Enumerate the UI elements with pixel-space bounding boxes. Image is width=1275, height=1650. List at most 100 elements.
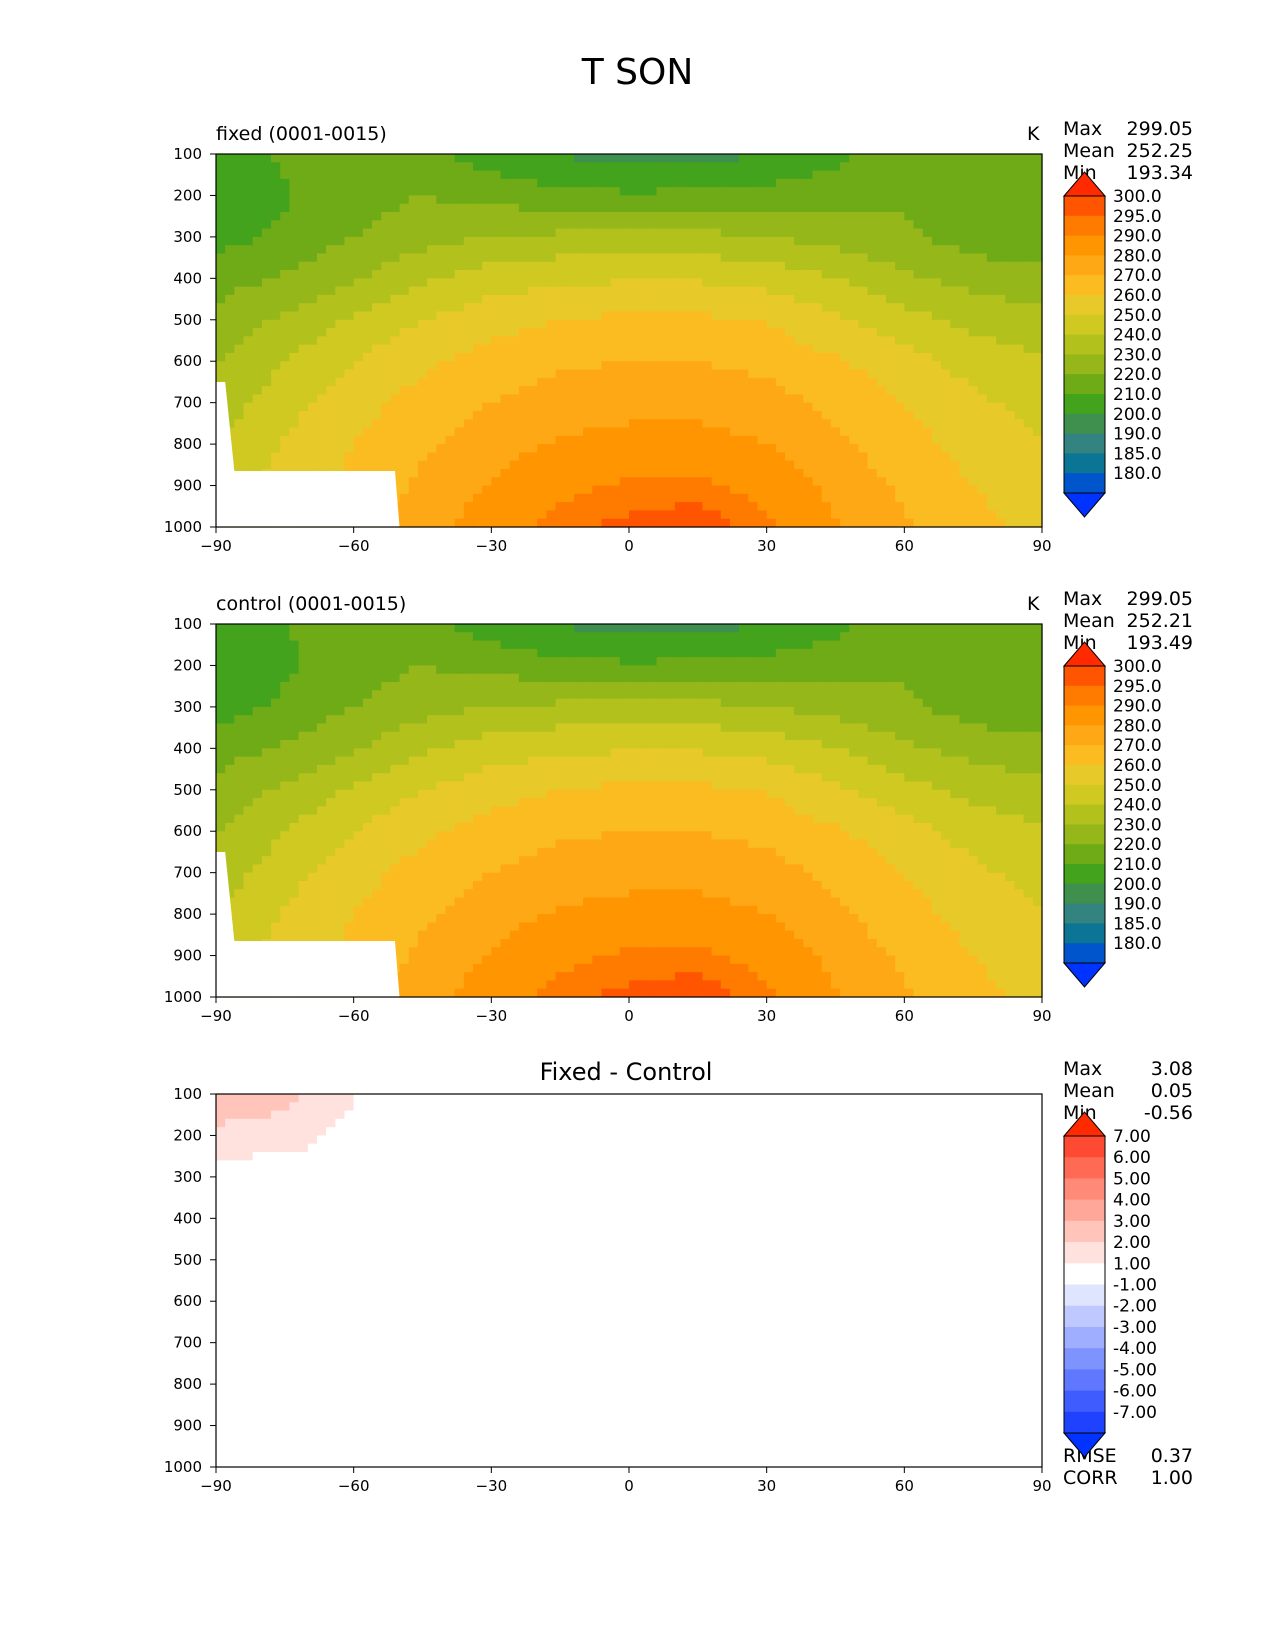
field-cell — [610, 682, 621, 691]
field-cell — [537, 319, 547, 329]
field-cell — [729, 178, 740, 188]
field-cell — [665, 435, 676, 445]
field-cell — [775, 477, 786, 487]
field-cell — [399, 402, 410, 412]
field-cell — [1014, 203, 1025, 213]
field-cell — [1032, 632, 1043, 642]
field-cell — [592, 377, 603, 387]
field-cell — [583, 303, 593, 313]
field-cell — [647, 477, 658, 487]
field-cell — [601, 270, 612, 279]
field-cell — [316, 361, 327, 371]
field-cell — [876, 502, 887, 512]
field-cell — [794, 502, 804, 512]
field-cell — [307, 452, 318, 462]
field-cell — [252, 690, 263, 700]
field-cell — [968, 344, 979, 354]
x-tick-label: 60 — [895, 537, 914, 555]
field-cell — [372, 435, 382, 445]
field-cell — [555, 344, 566, 354]
field-cell — [674, 632, 685, 642]
field-cell — [408, 435, 419, 445]
field-cell — [748, 178, 759, 188]
field-cell — [922, 270, 933, 279]
field-cell — [638, 336, 648, 346]
field-cell — [821, 632, 832, 642]
field-cell — [225, 228, 235, 238]
field-cell — [463, 665, 474, 675]
field-cell — [950, 377, 960, 387]
field-cell — [794, 245, 804, 255]
field-cell — [601, 444, 612, 453]
field-cell — [904, 427, 915, 437]
field-cell — [243, 435, 254, 445]
field-cell — [766, 328, 777, 337]
field-cell — [729, 632, 740, 642]
field-cell — [546, 460, 557, 470]
field-cell — [307, 253, 318, 263]
field-cell — [555, 336, 566, 346]
field-cell — [353, 162, 364, 172]
field-cell — [693, 377, 704, 387]
field-cell — [840, 328, 850, 337]
field-cell — [766, 624, 777, 633]
field-cell — [427, 485, 437, 495]
field-cell — [739, 319, 749, 329]
field-cell — [390, 673, 401, 683]
field-cell — [307, 369, 318, 379]
field-cell — [1014, 187, 1025, 197]
field-cell — [702, 344, 713, 354]
field-cell — [702, 640, 713, 650]
field-cell — [876, 460, 887, 470]
field-cell — [381, 278, 391, 288]
field-cell — [390, 228, 401, 238]
field-cell — [913, 170, 924, 180]
field-cell — [583, 270, 593, 279]
field-cell — [931, 328, 942, 337]
field-cell — [289, 452, 300, 462]
field-cell — [500, 352, 511, 362]
field-cell — [821, 294, 832, 304]
field-cell — [858, 460, 869, 470]
field-cell — [216, 253, 226, 263]
field-cell — [252, 336, 263, 346]
field-cell — [252, 328, 263, 337]
field-cell — [472, 510, 483, 520]
field-cell — [261, 665, 272, 675]
field-cell — [977, 502, 988, 512]
field-cell — [803, 294, 814, 304]
field-cell — [968, 294, 979, 304]
field-cell — [904, 682, 915, 691]
field-cell — [812, 485, 823, 495]
field-cell — [665, 394, 676, 404]
field-cell — [564, 657, 575, 667]
field-cell — [840, 657, 850, 667]
field-cell — [913, 444, 924, 453]
field-cell — [243, 640, 254, 650]
field-cell — [583, 212, 593, 221]
field-cell — [684, 485, 694, 495]
field-cell — [986, 286, 997, 296]
field-cell — [867, 624, 878, 633]
field-cell — [326, 452, 336, 462]
field-cell — [381, 657, 391, 667]
field-cell — [408, 154, 419, 163]
field-cell — [280, 245, 291, 255]
field-cell — [335, 410, 346, 420]
field-cell — [482, 245, 492, 255]
field-cell — [500, 344, 511, 354]
field-cell — [684, 195, 694, 205]
field-cell — [913, 336, 924, 346]
field-cell — [537, 682, 547, 691]
field-cell — [344, 303, 355, 313]
field-cell — [913, 468, 924, 478]
field-cell — [463, 444, 474, 453]
field-cell — [362, 294, 373, 304]
field-cell — [261, 657, 272, 667]
y-tick-label: 800 — [173, 435, 202, 453]
field-cell — [757, 178, 768, 188]
field-cell — [500, 361, 511, 371]
field-cell — [858, 195, 869, 205]
field-cell — [417, 178, 428, 188]
field-cell — [390, 444, 401, 453]
